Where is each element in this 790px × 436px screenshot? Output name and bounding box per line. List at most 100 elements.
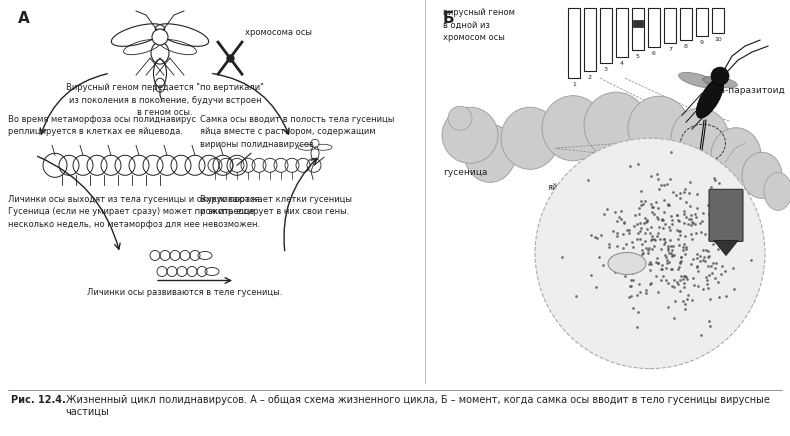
Point: [612, 213, 625, 220]
Point: [662, 245, 675, 252]
Ellipse shape: [742, 152, 782, 198]
Point: [673, 241, 686, 248]
Point: [596, 262, 609, 269]
Point: [696, 218, 709, 225]
Point: [652, 259, 664, 266]
Point: [677, 276, 690, 283]
Point: [624, 277, 637, 284]
Text: Вирус поражает клетки гусеницы
и экспрессирует в них свои гены.: Вирус поражает клетки гусеницы и экспрес…: [200, 195, 352, 217]
Point: [634, 259, 647, 266]
Point: [678, 220, 690, 227]
Point: [745, 256, 758, 263]
Point: [665, 249, 678, 256]
Text: Вирусный геном передается "по вертикали"
из поколения в поколение, будучи встрое: Вирусный геном передается "по вертикали"…: [66, 83, 264, 117]
Point: [634, 225, 647, 232]
Point: [694, 258, 706, 265]
Point: [705, 184, 717, 191]
Point: [677, 243, 690, 250]
Point: [724, 224, 737, 231]
Point: [711, 279, 724, 286]
Bar: [616, 8, 628, 57]
Point: [647, 204, 660, 211]
Point: [707, 240, 720, 247]
Point: [626, 305, 639, 312]
Point: [679, 272, 691, 279]
Point: [630, 235, 643, 242]
Text: 6: 6: [652, 51, 656, 55]
Point: [685, 212, 698, 219]
Text: оса-паразитоид: оса-паразитоид: [709, 85, 785, 95]
Point: [658, 252, 671, 259]
Point: [705, 210, 717, 217]
Point: [640, 245, 653, 252]
Point: [615, 215, 627, 222]
Point: [714, 270, 727, 277]
Ellipse shape: [464, 124, 516, 182]
Point: [690, 255, 703, 262]
Point: [645, 245, 658, 252]
Point: [649, 237, 661, 244]
Point: [644, 259, 656, 266]
Point: [622, 258, 634, 265]
Point: [661, 246, 674, 253]
Point: [674, 258, 687, 265]
Point: [679, 305, 691, 312]
Point: [674, 195, 687, 202]
Point: [660, 256, 673, 263]
Point: [634, 254, 647, 261]
Point: [727, 226, 739, 233]
Point: [679, 274, 692, 281]
Point: [705, 269, 718, 276]
Bar: [664, 8, 676, 43]
Point: [623, 229, 635, 236]
Point: [589, 233, 601, 240]
Point: [713, 236, 726, 243]
Point: [685, 221, 698, 228]
Point: [725, 225, 738, 232]
Point: [688, 281, 701, 288]
Circle shape: [448, 106, 472, 130]
Polygon shape: [714, 240, 738, 255]
Point: [640, 287, 653, 294]
Point: [687, 219, 699, 226]
Point: [728, 235, 740, 242]
Point: [639, 215, 652, 222]
Point: [653, 186, 665, 193]
Point: [645, 223, 657, 230]
Point: [685, 215, 698, 222]
Point: [660, 265, 672, 272]
Point: [653, 224, 665, 231]
Point: [639, 237, 652, 244]
Point: [708, 208, 720, 215]
Point: [673, 189, 686, 196]
Point: [623, 162, 636, 169]
Point: [709, 264, 721, 271]
Point: [638, 230, 651, 237]
Point: [666, 252, 679, 259]
Point: [645, 173, 657, 180]
Point: [623, 227, 636, 234]
Point: [634, 228, 647, 235]
Point: [668, 314, 680, 321]
Point: [666, 246, 679, 253]
Point: [684, 260, 697, 267]
Point: [705, 263, 717, 270]
Point: [633, 204, 645, 211]
Point: [616, 231, 629, 238]
Point: [657, 240, 670, 247]
Point: [645, 203, 658, 210]
Point: [684, 179, 697, 186]
Point: [660, 276, 673, 283]
Text: хромосома осы: хромосома осы: [245, 28, 312, 37]
Point: [691, 250, 704, 257]
Point: [643, 260, 656, 267]
Point: [702, 284, 714, 291]
Bar: [568, 8, 580, 78]
Point: [619, 262, 632, 269]
Point: [671, 212, 683, 219]
Point: [690, 205, 703, 212]
Point: [718, 224, 731, 231]
Point: [681, 292, 694, 299]
Point: [645, 261, 657, 268]
Point: [692, 282, 705, 289]
